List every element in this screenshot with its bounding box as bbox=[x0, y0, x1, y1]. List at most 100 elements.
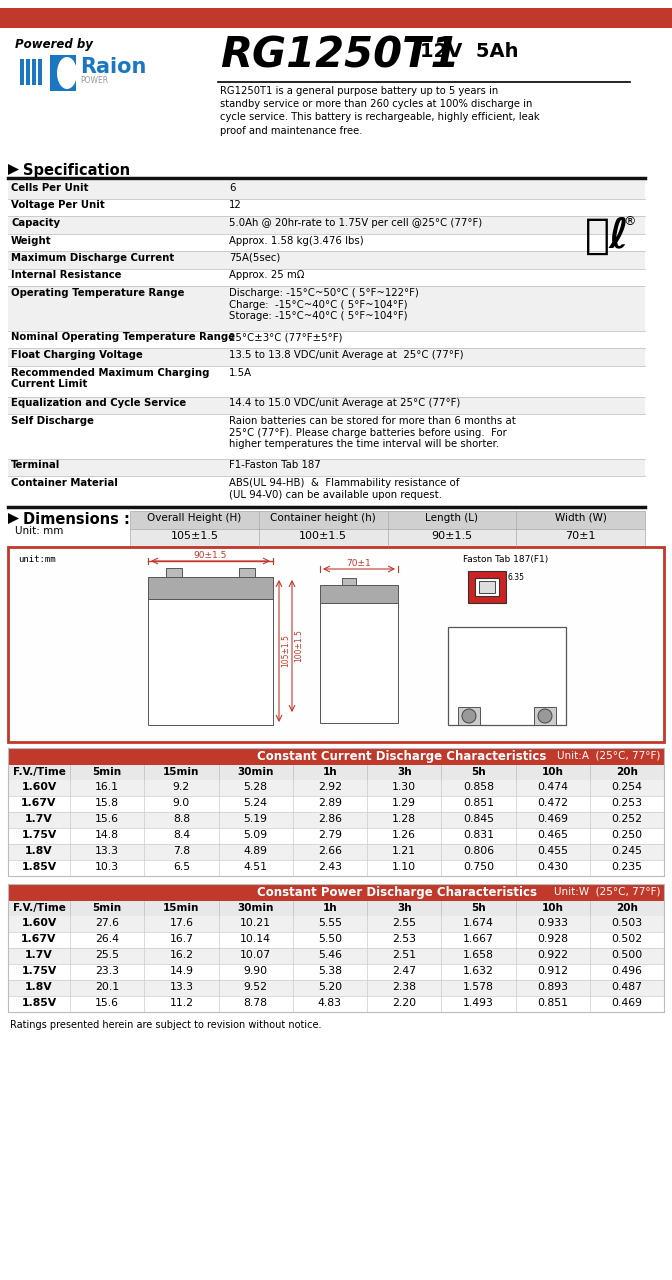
Bar bbox=[226, 216, 645, 233]
Circle shape bbox=[462, 709, 476, 723]
Text: 70±1: 70±1 bbox=[347, 559, 372, 568]
Text: 1.493: 1.493 bbox=[463, 998, 494, 1009]
Text: 14.9: 14.9 bbox=[169, 966, 194, 975]
Bar bbox=[479, 581, 495, 593]
Text: Terminal: Terminal bbox=[11, 461, 60, 471]
Bar bbox=[8, 476, 226, 507]
Bar bbox=[226, 233, 645, 251]
Text: Ratings presented herein are subject to revision without notice.: Ratings presented herein are subject to … bbox=[10, 1020, 321, 1030]
Bar bbox=[148, 577, 273, 599]
Text: 105±1.5: 105±1.5 bbox=[281, 635, 290, 667]
Text: Dimensions :: Dimensions : bbox=[23, 512, 130, 527]
Text: Float Charging Voltage: Float Charging Voltage bbox=[11, 349, 142, 360]
Bar bbox=[130, 529, 645, 547]
Text: Unit:A  (25°C, 77°F): Unit:A (25°C, 77°F) bbox=[556, 750, 660, 760]
Text: 6.35: 6.35 bbox=[508, 573, 525, 582]
Text: 14.4 to 15.0 VDC/unit Average at 25°C (77°F): 14.4 to 15.0 VDC/unit Average at 25°C (7… bbox=[229, 398, 460, 408]
Text: 5h: 5h bbox=[471, 902, 486, 913]
Text: 8.8: 8.8 bbox=[173, 814, 190, 824]
Text: 1.21: 1.21 bbox=[392, 846, 416, 856]
Text: 16.2: 16.2 bbox=[169, 950, 194, 960]
Text: 1.28: 1.28 bbox=[392, 814, 416, 824]
Bar bbox=[8, 748, 664, 765]
Bar bbox=[8, 348, 226, 366]
Text: 0.750: 0.750 bbox=[463, 861, 494, 872]
Text: ®: ® bbox=[623, 215, 636, 228]
Bar bbox=[8, 996, 664, 1012]
Text: 5.19: 5.19 bbox=[244, 814, 267, 824]
Text: unit:mm: unit:mm bbox=[18, 556, 56, 564]
Bar bbox=[20, 59, 24, 84]
Bar bbox=[148, 599, 273, 724]
Text: 2.55: 2.55 bbox=[392, 918, 416, 928]
Text: Self Discharge: Self Discharge bbox=[11, 416, 94, 426]
Text: 9.90: 9.90 bbox=[243, 966, 267, 975]
Text: 0.893: 0.893 bbox=[537, 982, 568, 992]
Bar bbox=[130, 511, 645, 529]
Text: Operating Temperature Range: Operating Temperature Range bbox=[11, 288, 184, 298]
Bar bbox=[8, 932, 664, 948]
Text: Specification: Specification bbox=[23, 163, 130, 178]
Bar bbox=[8, 397, 226, 413]
Bar bbox=[8, 748, 664, 876]
Text: 5min: 5min bbox=[93, 902, 122, 913]
Bar bbox=[226, 180, 645, 198]
Text: 20.1: 20.1 bbox=[95, 982, 119, 992]
Text: Discharge: -15°C~50°C ( 5°F~122°F)
Charge:  -15°C~40°C ( 5°F~104°F)
Storage: -15: Discharge: -15°C~50°C ( 5°F~122°F) Charg… bbox=[229, 288, 419, 321]
Bar bbox=[8, 765, 664, 780]
Bar bbox=[8, 884, 664, 901]
Bar bbox=[534, 707, 556, 724]
Text: 0.851: 0.851 bbox=[463, 797, 494, 808]
Text: 1.60V: 1.60V bbox=[22, 918, 56, 928]
Text: 15min: 15min bbox=[163, 902, 200, 913]
Bar bbox=[226, 413, 645, 458]
Bar bbox=[8, 251, 226, 269]
Text: 0.502: 0.502 bbox=[612, 934, 642, 945]
Text: 11.2: 11.2 bbox=[169, 998, 194, 1009]
Text: 16.7: 16.7 bbox=[169, 934, 194, 945]
Bar bbox=[8, 948, 664, 964]
Text: Capacity: Capacity bbox=[11, 218, 60, 228]
Text: 0.845: 0.845 bbox=[463, 814, 494, 824]
Bar bbox=[226, 476, 645, 507]
Text: 1.30: 1.30 bbox=[392, 782, 416, 792]
Bar bbox=[26, 59, 30, 84]
Text: 12V  5Ah: 12V 5Ah bbox=[420, 42, 519, 61]
Text: ⒤ℓ: ⒤ℓ bbox=[585, 215, 630, 257]
Bar bbox=[226, 269, 645, 285]
Text: F.V./Time: F.V./Time bbox=[13, 767, 65, 777]
Text: 100±1.5: 100±1.5 bbox=[294, 630, 303, 663]
Text: Cells Per Unit: Cells Per Unit bbox=[11, 183, 89, 193]
Text: Container Material: Container Material bbox=[11, 477, 118, 488]
Text: 4.83: 4.83 bbox=[318, 998, 342, 1009]
Text: 15.6: 15.6 bbox=[95, 998, 119, 1009]
Bar bbox=[448, 627, 566, 724]
Bar bbox=[8, 330, 226, 348]
Text: RG1250T1: RG1250T1 bbox=[220, 35, 460, 77]
Text: 26.4: 26.4 bbox=[95, 934, 119, 945]
Text: 5.46: 5.46 bbox=[318, 950, 342, 960]
Text: 0.933: 0.933 bbox=[537, 918, 568, 928]
Text: 5.28: 5.28 bbox=[244, 782, 267, 792]
Text: 5.50: 5.50 bbox=[318, 934, 342, 945]
Text: 4.89: 4.89 bbox=[244, 846, 267, 856]
Text: 0.831: 0.831 bbox=[463, 829, 494, 840]
Text: 20h: 20h bbox=[616, 767, 638, 777]
Text: 20h: 20h bbox=[616, 902, 638, 913]
Polygon shape bbox=[8, 513, 19, 524]
Bar bbox=[8, 844, 664, 860]
Text: 2.92: 2.92 bbox=[318, 782, 342, 792]
Bar bbox=[8, 458, 226, 476]
Text: 1.8V: 1.8V bbox=[25, 846, 53, 856]
Bar bbox=[8, 198, 226, 216]
Text: 0.245: 0.245 bbox=[612, 846, 642, 856]
Text: 5.24: 5.24 bbox=[244, 797, 267, 808]
Bar bbox=[226, 348, 645, 366]
Text: 25.5: 25.5 bbox=[95, 950, 119, 960]
Text: 2.89: 2.89 bbox=[318, 797, 342, 808]
Text: 0.235: 0.235 bbox=[612, 861, 642, 872]
Bar bbox=[8, 796, 664, 812]
Text: 2.51: 2.51 bbox=[392, 950, 416, 960]
Text: Raion: Raion bbox=[80, 58, 146, 77]
Text: 0.250: 0.250 bbox=[612, 829, 642, 840]
